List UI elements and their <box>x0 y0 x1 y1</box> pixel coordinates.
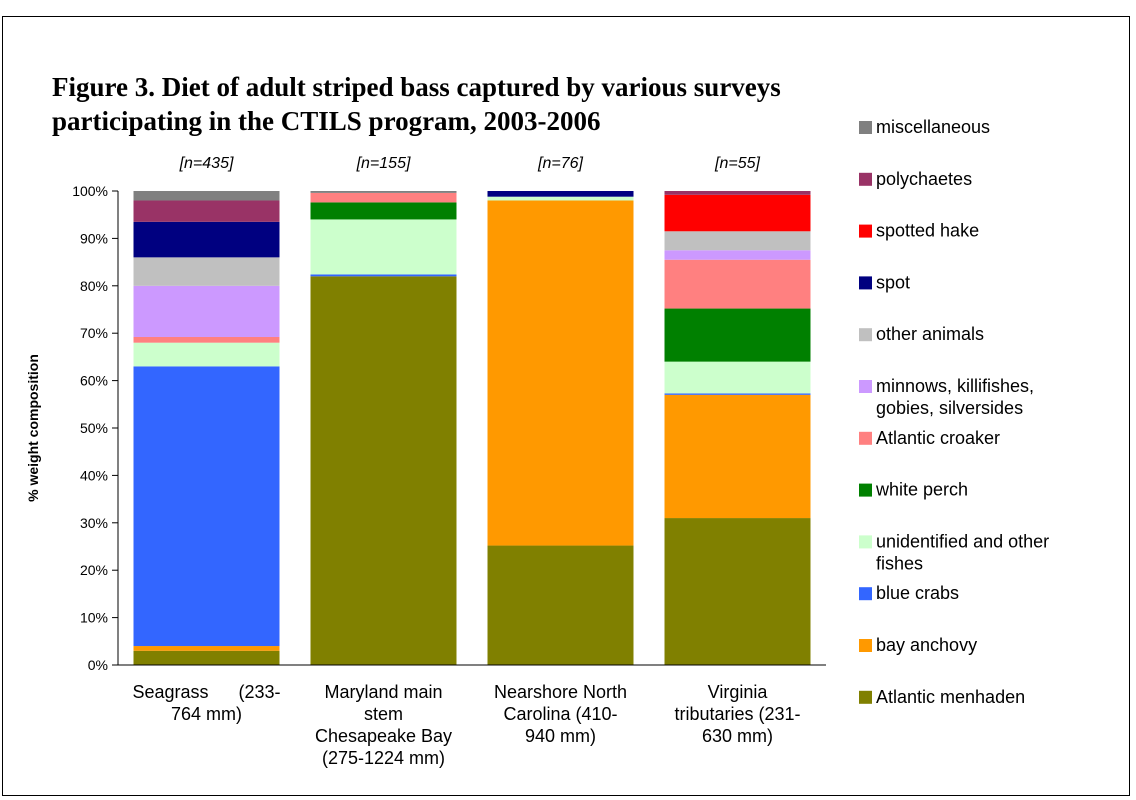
x-tick-label: 630 mm) <box>702 726 773 746</box>
x-tick-label: Maryland main <box>324 682 442 702</box>
bar-segment <box>664 361 811 394</box>
bar-segment <box>664 308 811 362</box>
bar-segment <box>133 257 280 286</box>
legend-label: unidentified and other <box>876 531 1049 551</box>
legend-label: other animals <box>876 324 984 344</box>
legend-swatch <box>859 224 872 238</box>
bar-segment <box>133 342 280 367</box>
legend-label: white perch <box>875 480 968 500</box>
bar-segment <box>133 650 280 665</box>
bar-segment <box>133 221 280 258</box>
legend-label: polychaetes <box>876 169 972 189</box>
y-tick-label: 80% <box>80 278 108 294</box>
sample-size-label: [n=76] <box>537 155 583 172</box>
bar-segment <box>664 194 811 232</box>
legend-swatch <box>859 587 872 601</box>
legend-swatch <box>859 328 872 342</box>
y-tick-label: 20% <box>80 562 108 578</box>
y-tick-label: 60% <box>80 373 108 389</box>
legend-swatch <box>859 276 872 290</box>
x-tick-label: (275-1224 mm) <box>322 748 445 768</box>
legend-label: fishes <box>876 553 923 573</box>
bar-segment <box>310 274 457 277</box>
legend-swatch <box>859 431 872 445</box>
legend-swatch <box>859 639 872 652</box>
y-axis-label: % weight composition <box>25 354 41 502</box>
x-tick-label: 940 mm) <box>525 726 596 746</box>
legend-swatch <box>859 535 872 549</box>
sample-size-label: [n=435] <box>179 155 234 172</box>
legend-swatch <box>859 172 872 186</box>
bar-segment <box>487 200 634 546</box>
bar-segment <box>310 219 457 275</box>
legend-label: bay anchovy <box>876 635 977 655</box>
y-tick-label: 50% <box>80 420 108 436</box>
legend-label: minnows, killifishes, <box>876 376 1034 396</box>
x-tick-label: stem <box>364 704 403 724</box>
bar-segment <box>133 336 280 343</box>
chart-title: Figure 3. Diet of adult striped bass cap… <box>52 70 952 138</box>
y-tick-label: 30% <box>80 515 108 531</box>
x-tick-label: tributaries (231- <box>674 704 800 724</box>
sample-size-label: [n=155] <box>356 155 411 172</box>
legend-label: Atlantic menhaden <box>876 687 1025 707</box>
legend-swatch <box>859 380 872 393</box>
legend-label: gobies, silversides <box>876 398 1023 418</box>
sample-size-label: [n=55] <box>714 155 760 172</box>
bar-segment <box>310 192 457 203</box>
y-tick-label: 90% <box>80 230 108 246</box>
x-tick-label: Carolina (410- <box>503 704 617 724</box>
y-tick-label: 70% <box>80 325 108 341</box>
y-tick-label: 40% <box>80 467 108 483</box>
bar-segment <box>310 191 457 193</box>
bar-segment <box>664 231 811 251</box>
bar-segment <box>133 191 280 201</box>
legend-label: spot <box>876 272 910 292</box>
legend-swatch <box>859 483 872 497</box>
bar-segment <box>664 259 811 309</box>
x-tick-label: Seagrass (233- <box>132 682 280 702</box>
legend-label: miscellaneous <box>876 117 990 137</box>
x-tick-label: Nearshore North <box>494 682 627 702</box>
x-tick-label: Virginia <box>708 682 769 702</box>
y-tick-label: 10% <box>80 610 108 626</box>
bar-segment <box>133 646 280 651</box>
chart-title-line-1: Figure 3. Diet of adult striped bass cap… <box>52 72 781 102</box>
legend-label: spotted hake <box>876 221 979 241</box>
y-tick-label: 0% <box>88 657 108 673</box>
chart-title-line-2: participating in the CTILS program, 2003… <box>52 106 601 136</box>
legend-swatch <box>859 690 872 704</box>
bar-segment <box>664 393 811 395</box>
bar-segment <box>664 250 811 260</box>
x-tick-label: 764 mm) <box>171 704 242 724</box>
bar-segment <box>487 196 634 201</box>
legend-swatch <box>859 121 872 134</box>
bar-segment <box>310 276 457 665</box>
x-tick-label: Chesapeake Bay <box>315 726 452 746</box>
bar-segment <box>664 518 811 665</box>
bar-segment <box>664 394 811 519</box>
legend-label: blue crabs <box>876 583 959 603</box>
bar-segment <box>487 545 634 665</box>
bar-segment <box>133 200 280 222</box>
bar-segment <box>487 191 634 197</box>
y-tick-label: 100% <box>72 183 108 199</box>
bar-segment <box>133 366 280 647</box>
bar-segment <box>310 202 457 220</box>
legend-label: Atlantic croaker <box>876 428 1000 448</box>
bar-segment <box>664 191 811 195</box>
bar-segment <box>133 285 280 337</box>
